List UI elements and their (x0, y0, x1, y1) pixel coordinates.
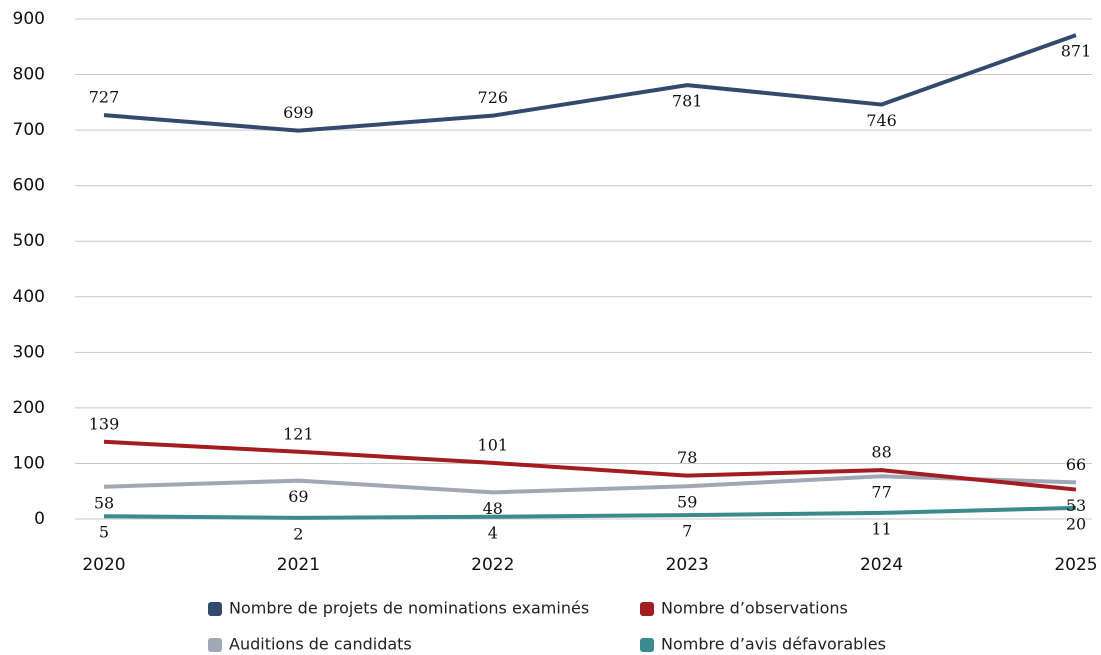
legend-label: Nombre d’avis défavorables (661, 635, 886, 654)
data-label: 699 (283, 103, 314, 122)
data-label: 69 (288, 487, 308, 506)
data-label: 58 (94, 493, 114, 512)
y-tick-label: 200 (13, 398, 45, 418)
legend-label: Nombre d’observations (661, 599, 848, 618)
y-tick-label: 100 (13, 453, 45, 473)
data-label: 78 (677, 448, 697, 467)
x-tick-label: 2024 (860, 555, 903, 575)
data-label: 746 (866, 111, 897, 130)
data-label: 781 (672, 92, 703, 111)
x-tick-label: 2025 (1054, 555, 1097, 575)
legend-marker (640, 602, 654, 616)
legend-label: Auditions de candidats (229, 635, 412, 654)
series-line (103, 439, 1077, 492)
data-label: 2 (293, 524, 303, 543)
y-tick-label: 400 (13, 287, 45, 307)
data-label: 871 (1061, 42, 1092, 61)
y-tick-label: 900 (13, 9, 45, 29)
data-label: 139 (89, 414, 120, 433)
x-tick-label: 2022 (471, 555, 514, 575)
data-label: 726 (478, 88, 509, 107)
y-tick-label: 300 (13, 342, 45, 362)
y-tick-label: 500 (13, 231, 45, 251)
y-tick-label: 700 (13, 120, 45, 140)
data-label: 4 (488, 523, 498, 542)
data-label: 101 (478, 435, 509, 454)
data-label: 727 (89, 88, 120, 107)
legend-label: Nombre de projets de nominations examiné… (229, 599, 589, 618)
data-label: 59 (677, 493, 697, 512)
data-label: 77 (871, 483, 891, 502)
y-tick-label: 0 (34, 509, 45, 529)
y-tick-label: 800 (13, 65, 45, 85)
data-label: 7 (682, 522, 692, 541)
data-label: 11 (871, 519, 891, 538)
series-line (103, 33, 1077, 133)
x-tick-label: 2021 (277, 555, 320, 575)
x-tick-label: 2023 (666, 555, 709, 575)
data-label: 53 (1066, 496, 1086, 515)
data-label: 66 (1066, 455, 1086, 474)
legend-marker (208, 602, 222, 616)
legend-marker (208, 638, 222, 652)
data-label: 121 (283, 424, 314, 443)
legend-marker (640, 638, 654, 652)
y-tick-label: 600 (13, 176, 45, 196)
x-tick-label: 2020 (82, 555, 125, 575)
series-line (103, 505, 1077, 520)
data-label: 48 (483, 499, 503, 518)
data-label: 20 (1066, 514, 1086, 533)
data-label: 88 (871, 443, 891, 462)
series-line (103, 474, 1077, 495)
data-label: 5 (99, 523, 109, 542)
